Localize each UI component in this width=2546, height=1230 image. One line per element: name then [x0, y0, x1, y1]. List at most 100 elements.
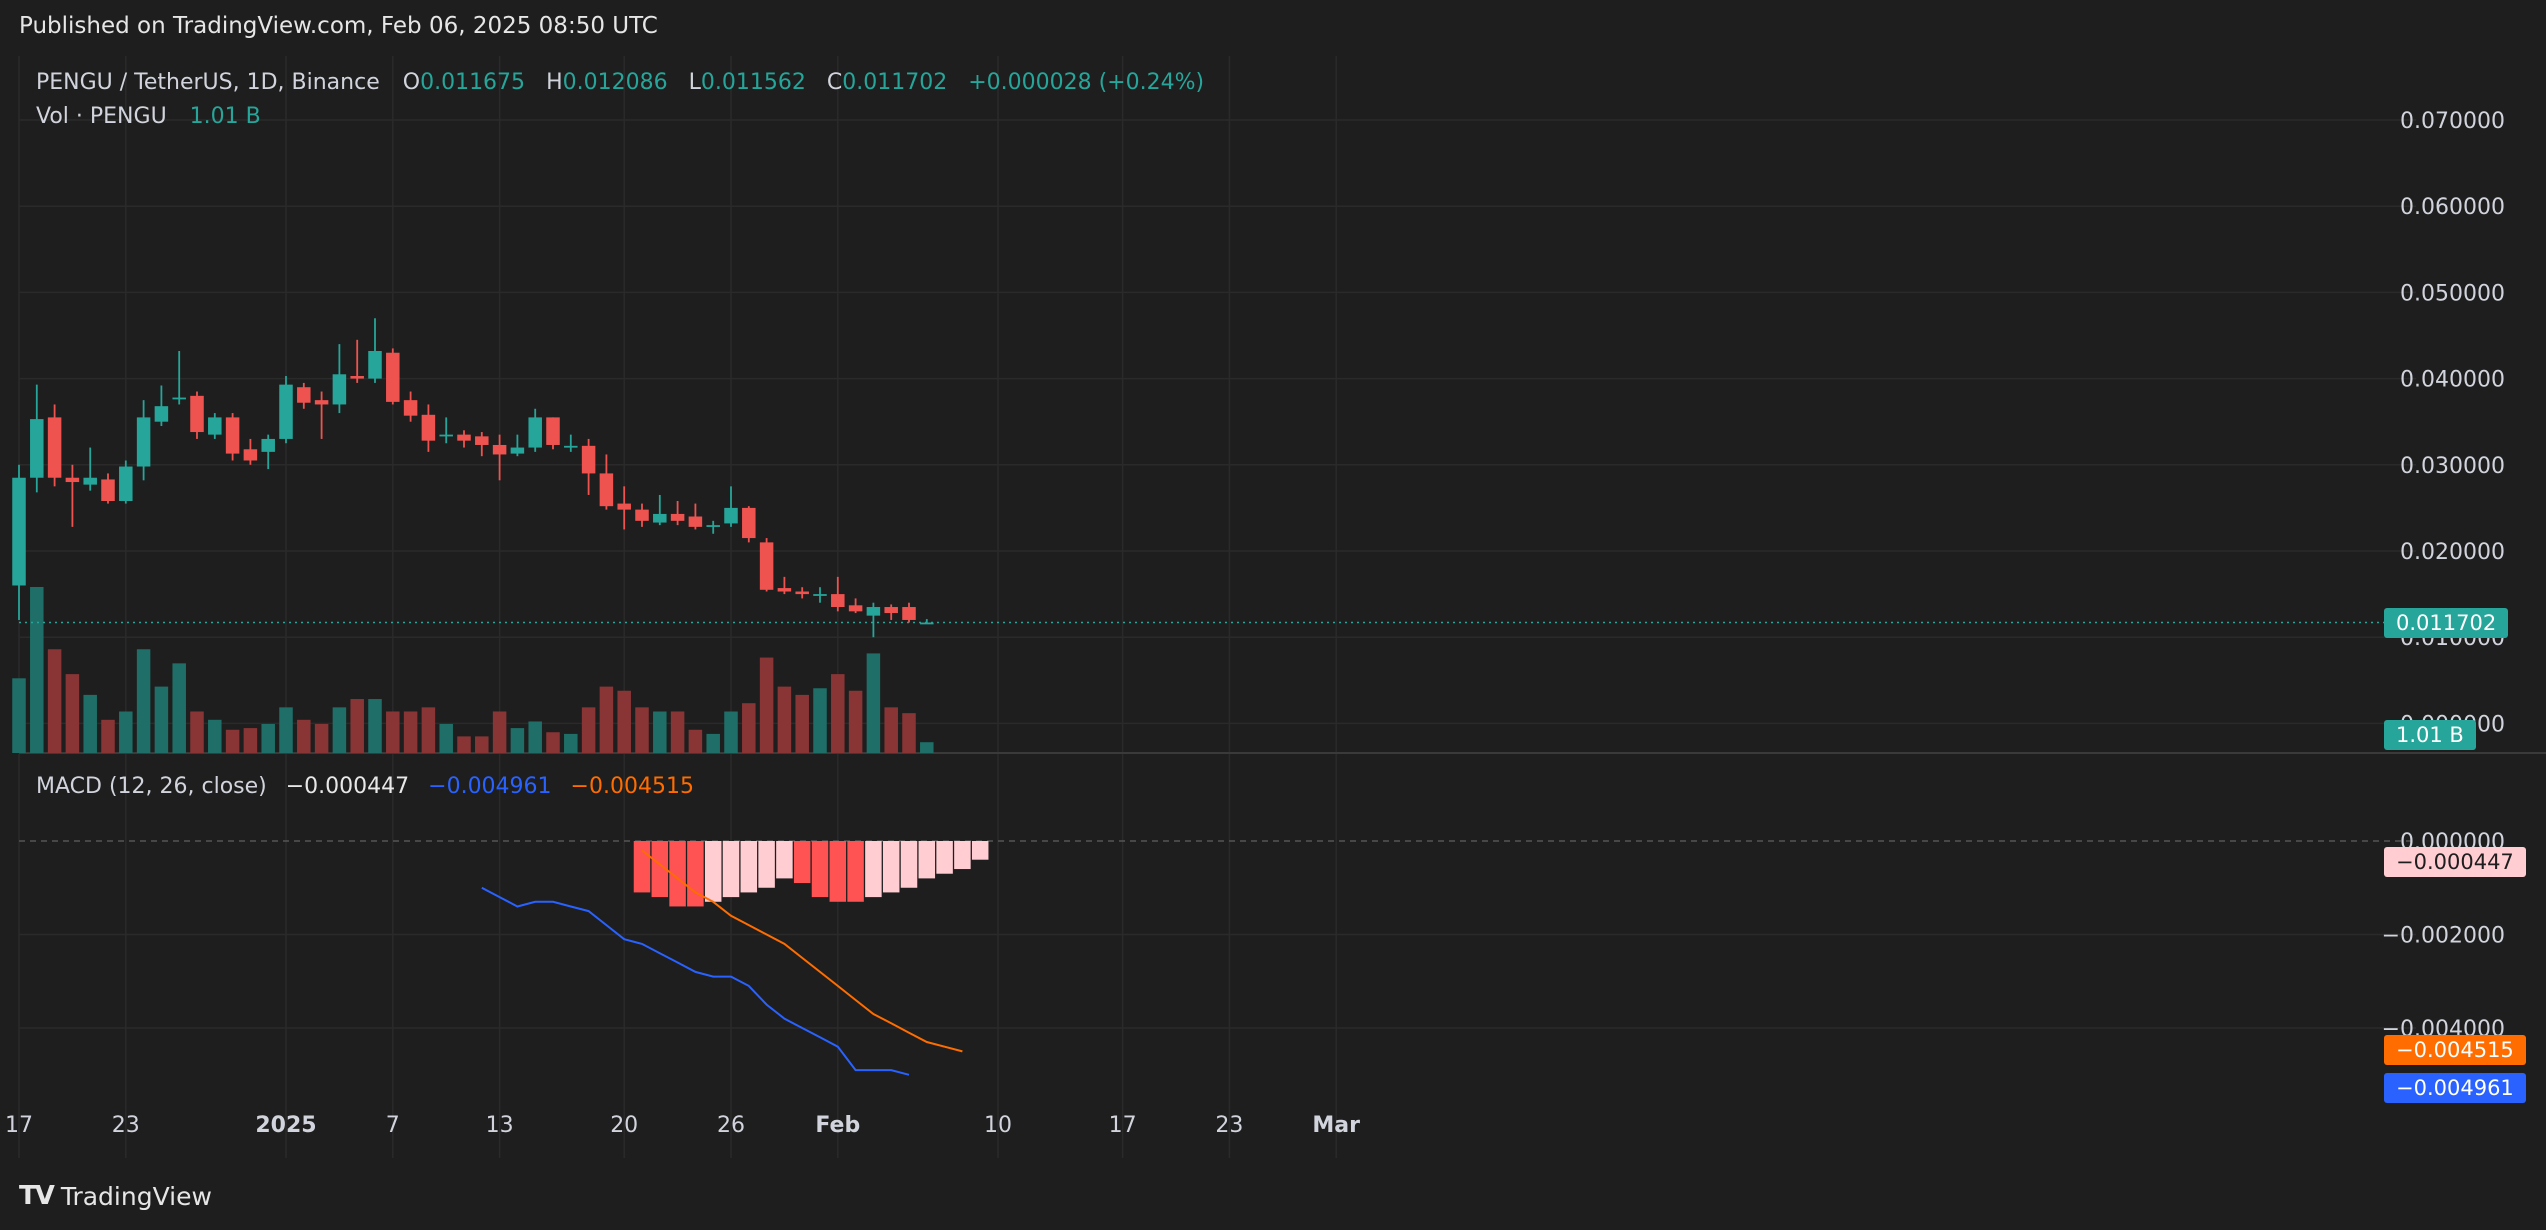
candle-body: [742, 507, 756, 539]
tradingview-logo-icon: TV: [19, 1181, 55, 1211]
volume-bar: [190, 711, 204, 753]
macd-label[interactable]: MACD (12, 26, close): [36, 774, 267, 799]
macd-signal-value: −0.004515: [570, 774, 694, 799]
candle-body: [314, 400, 329, 405]
candle-body: [65, 477, 80, 483]
volume-bar: [314, 723, 329, 753]
volume-bar: [368, 699, 382, 753]
time-tick-label: Mar: [1312, 1113, 1360, 1138]
candle-body: [457, 434, 471, 441]
published-caption: Published on TradingView.com, Feb 06, 20…: [19, 13, 658, 39]
tradingview-brand[interactable]: TV TradingView: [19, 1181, 212, 1211]
volume-value: 1.01 B: [189, 104, 261, 129]
volume-bar: [742, 703, 756, 753]
volume-bar: [617, 690, 631, 753]
chart-canvas[interactable]: 0.070000 0.060000 0.050000 0.040000 0.030000…: [0, 56, 2546, 1163]
macd-histogram-bar: [847, 841, 864, 902]
volume-bar: [225, 729, 240, 753]
candle-body: [332, 374, 347, 405]
candle-body: [439, 434, 453, 437]
candle-body: [492, 444, 507, 455]
volume-bar: [581, 707, 596, 753]
volume-bar: [83, 694, 97, 753]
close-value: 0.011702: [842, 70, 948, 95]
candle-body: [866, 607, 881, 616]
volume-bar: [866, 653, 881, 753]
high-label: H: [546, 70, 563, 95]
candle-body: [421, 414, 436, 441]
candle-body: [386, 352, 400, 402]
volume-bar: [297, 719, 311, 753]
symbol-title[interactable]: PENGU / TetherUS, 1D, Binance: [36, 70, 380, 95]
volume-bar: [670, 711, 685, 753]
volume-bar: [261, 723, 275, 753]
candle-body: [884, 607, 898, 614]
candle-body: [670, 513, 685, 521]
volume-bar: [831, 674, 845, 753]
price-pane: [19, 56, 2416, 752]
macd-histogram-bar: [954, 841, 971, 870]
candle-body: [47, 417, 62, 478]
volume-bar: [47, 649, 62, 753]
candle-body: [902, 607, 916, 620]
volume-legend: Vol · PENGU 1.01 B: [36, 104, 261, 129]
volume-bar: [848, 690, 863, 753]
macd-signal-tag: −0.004515: [2384, 1035, 2526, 1065]
high-value: 0.012086: [562, 70, 668, 95]
macd-histogram-bar: [776, 841, 793, 879]
candle-body: [831, 594, 845, 608]
time-tick-label: 2025: [255, 1113, 316, 1138]
volume-label[interactable]: Vol · PENGU: [36, 104, 167, 129]
candle-body: [599, 473, 614, 507]
candle-body: [528, 417, 542, 448]
close-label: C: [826, 70, 843, 95]
price-legend: PENGU / TetherUS, 1D, Binance O0.011675 …: [36, 70, 1204, 95]
macd-histogram-bar: [651, 841, 669, 898]
change-value: +0.000028 (+0.24%): [968, 70, 1205, 95]
candle-body: [475, 436, 489, 445]
candle-body: [546, 417, 560, 445]
candle-body: [297, 387, 311, 403]
open-value: 0.011675: [420, 70, 526, 95]
volume-bar: [332, 707, 347, 753]
candle-body: [101, 479, 115, 502]
macd-histogram-bar: [865, 841, 882, 898]
candle-body: [688, 516, 703, 527]
low-label: L: [688, 70, 701, 95]
macd-hist-value: −0.000447: [285, 774, 410, 799]
volume-bar: [884, 707, 898, 753]
volume-bar: [724, 711, 738, 753]
volume-bar: [902, 713, 916, 753]
volume-bar: [386, 711, 400, 753]
candle-body: [83, 477, 97, 485]
volume-bar: [492, 711, 507, 753]
candle-body: [225, 417, 240, 454]
volume-bar: [759, 657, 774, 753]
time-tick-label: 10: [984, 1113, 1012, 1138]
volume-bar: [546, 732, 560, 753]
volume-bar: [243, 728, 258, 753]
volume-bar: [510, 728, 525, 753]
candle-body: [635, 509, 649, 521]
price-tick-label: 0.050000: [2400, 281, 2505, 306]
candle-body: [154, 406, 169, 422]
macd-histogram-bar: [900, 841, 918, 888]
volume-bar: [65, 674, 80, 753]
macd-histogram-bar: [669, 841, 686, 907]
candle-body: [403, 400, 418, 416]
candle-body: [12, 477, 26, 586]
macd-tick-label: −0.002000: [2382, 924, 2505, 949]
candle-body: [172, 397, 186, 400]
macd-histogram-bar: [971, 841, 989, 860]
macd-pane: [19, 754, 2416, 1158]
volume-bar: [688, 729, 703, 753]
time-tick-label: Feb: [815, 1113, 860, 1138]
time-tick-label: 17: [1109, 1113, 1137, 1138]
time-tick-label: 20: [610, 1113, 638, 1138]
open-label: O: [402, 70, 421, 95]
macd-histogram-bar: [936, 841, 953, 874]
price-tick-label: 0.060000: [2400, 195, 2505, 220]
candle-body: [208, 417, 222, 435]
chart-area[interactable]: 0.070000 0.060000 0.050000 0.040000 0.030000…: [0, 56, 2546, 1163]
low-value: 0.011562: [700, 70, 806, 95]
